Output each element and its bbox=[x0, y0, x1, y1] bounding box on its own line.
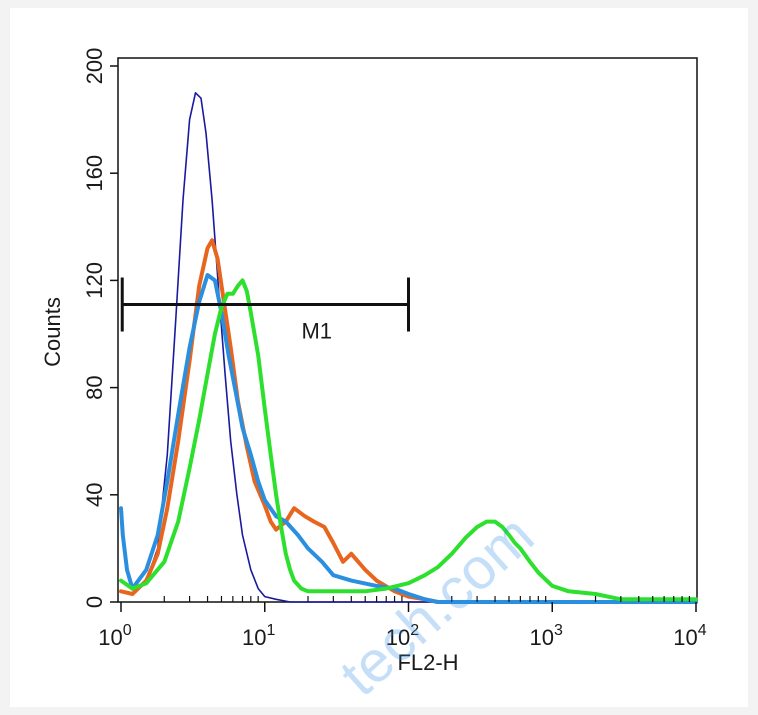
x-axis-title: FL2-H bbox=[397, 650, 458, 675]
x-tick-label: 102 bbox=[386, 622, 419, 650]
series-layer bbox=[119, 92, 698, 604]
y-tick-label: 200 bbox=[82, 48, 107, 85]
marker-m1: M1 bbox=[120, 277, 410, 344]
y-tick-label: 120 bbox=[82, 262, 107, 299]
watermark: tech.com bbox=[328, 503, 546, 707]
x-tick-label: 103 bbox=[530, 622, 563, 650]
y-tick-label: 80 bbox=[82, 375, 107, 399]
histogram-series-2 bbox=[119, 238, 698, 604]
x-tick-label: 104 bbox=[673, 622, 706, 650]
y-tick-label: 160 bbox=[82, 155, 107, 192]
x-axis: 100 101 102 103 104 bbox=[98, 596, 707, 650]
y-axis-title: Counts bbox=[40, 297, 65, 367]
x-tick-label: 101 bbox=[242, 622, 275, 650]
histogram-series-3 bbox=[119, 273, 698, 604]
histogram-series-4 bbox=[119, 278, 698, 602]
histogram-figure: M1 0 40 80 120 160 200 100 101 102 103 104 FL2-H … bbox=[10, 8, 748, 707]
y-tick-label: 40 bbox=[82, 483, 107, 507]
y-axis: 0 40 80 120 160 200 bbox=[82, 48, 118, 608]
x-tick-label: 100 bbox=[98, 622, 131, 650]
histogram-series-1 bbox=[120, 92, 697, 603]
marker-m1-label: M1 bbox=[301, 319, 332, 344]
y-tick-label: 0 bbox=[82, 596, 107, 608]
